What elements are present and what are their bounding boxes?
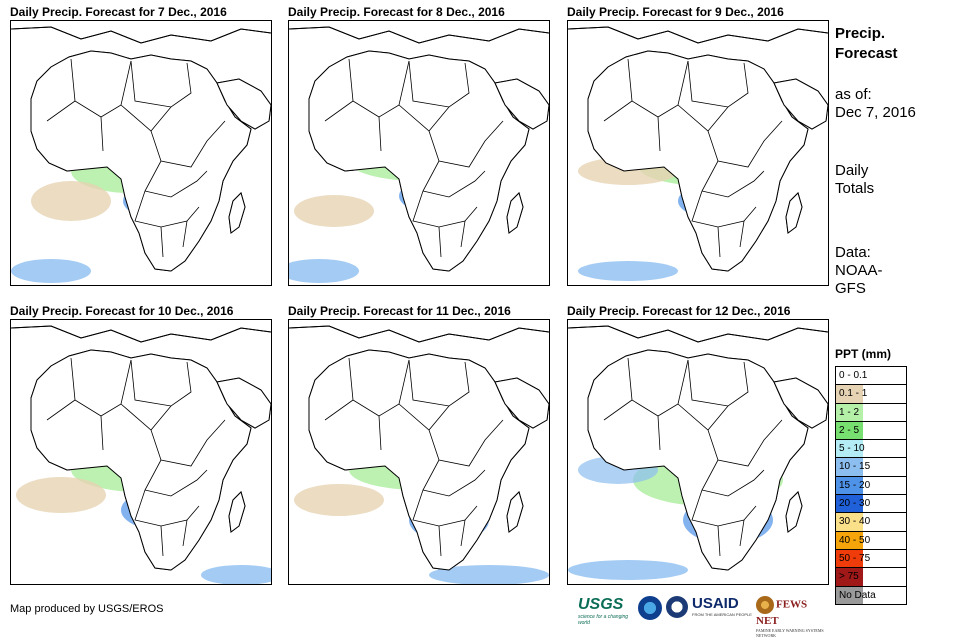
legend-swatch — [836, 586, 863, 604]
legend-label: 0 - 0.1 — [839, 370, 868, 381]
africa-map-image — [289, 21, 549, 283]
legend-row: > 75 — [835, 567, 907, 586]
legend-row: 1 - 2 — [835, 402, 907, 421]
legend-label: 30 - 40 — [839, 516, 871, 528]
legend-swatch — [836, 385, 863, 403]
forecast-panel-dec-10: Daily Precip. Forecast for 10 Dec., 2016 — [10, 303, 272, 586]
africa-map-image — [11, 320, 271, 584]
usgs-logo: USGS science for a changing world — [578, 596, 629, 626]
forecast-panel-dec-9: Daily Precip. Forecast for 9 Dec., 2016 — [567, 4, 829, 287]
legend-label: 5 - 10 — [839, 443, 865, 455]
legend-row: 0.1 - 1 — [835, 384, 907, 403]
panel-title: Daily Precip. Forecast for 10 Dec., 2016 — [10, 304, 234, 318]
panel-title: Daily Precip. Forecast for 12 Dec., 2016 — [567, 304, 791, 318]
legend-swatch — [836, 367, 863, 385]
precip-map — [10, 319, 272, 585]
precip-map — [10, 20, 272, 286]
legend-row: No Data — [835, 585, 907, 605]
precip-map — [567, 20, 829, 286]
legend-label: 0.1 - 1 — [839, 388, 868, 400]
legend-row: 15 - 20 — [835, 475, 907, 495]
daily-totals-label: Daily Totals — [835, 162, 875, 197]
legend-swatch — [836, 421, 863, 440]
legend-label: No Data — [839, 589, 876, 601]
globe-icon — [756, 596, 774, 614]
panel-title: Daily Precip. Forecast for 11 Dec., 2016 — [288, 304, 511, 318]
forecast-panel-dec-11: Daily Precip. Forecast for 11 Dec., 2016 — [288, 303, 550, 586]
africa-map-image — [568, 320, 828, 580]
africa-map-image — [11, 21, 271, 283]
legend-row: 10 - 15 — [835, 457, 907, 476]
legend-label: 10 - 15 — [839, 461, 871, 473]
legend-swatch — [836, 403, 863, 421]
legend-title: PPT (mm) — [835, 347, 892, 361]
panel-title: Daily Precip. Forecast for 9 Dec., 2016 — [567, 5, 784, 19]
data-source-block: Data: NOAA- GFS — [835, 244, 883, 297]
precip-map — [288, 319, 550, 585]
legend-swatch — [836, 513, 863, 531]
legend-swatch — [836, 531, 863, 549]
legend-row: 2 - 5 — [835, 420, 907, 440]
legend-label: 2 - 5 — [839, 424, 860, 436]
precip-map — [567, 319, 829, 585]
legend-row: 50 - 75 — [835, 548, 907, 568]
as-of-block: as of: Dec 7, 2016 — [835, 86, 916, 121]
legend-label: 20 - 30 — [839, 498, 871, 510]
africa-map-image — [289, 320, 549, 584]
precip-map — [288, 20, 550, 286]
africa-map-image — [568, 21, 828, 281]
legend-swatch — [836, 549, 863, 568]
legend-label: 15 - 20 — [839, 479, 871, 491]
legend-row: 20 - 30 — [835, 494, 907, 513]
panel-title: Daily Precip. Forecast for 7 Dec., 2016 — [10, 5, 227, 19]
legend-swatch — [836, 476, 863, 495]
legend-label: > 75 — [839, 571, 859, 583]
legend-swatch — [836, 458, 863, 476]
legend: 0 - 0.1 0.1 - 1 1 - 2 2 - 5 5 - 10 10 - 15 15 … — [835, 366, 907, 605]
legend-row: 5 - 10 — [835, 439, 907, 458]
legend-row: 40 - 50 — [835, 530, 907, 549]
forecast-panel-dec-8: Daily Precip. Forecast for 8 Dec., 2016 — [288, 4, 550, 287]
legend-label: 50 - 75 — [839, 552, 871, 564]
legend-swatch — [836, 495, 863, 513]
legend-row: 0 - 0.1 — [835, 366, 907, 385]
forecast-panel-dec-7: Daily Precip. Forecast for 7 Dec., 2016 — [10, 4, 272, 287]
map-credit: Map produced by USGS/EROS — [10, 603, 164, 615]
agency-logos: USGS science for a changing world USAID … — [578, 595, 828, 638]
legend-swatch — [836, 568, 863, 586]
legend-label: 40 - 50 — [839, 534, 871, 546]
noaa-logo-icon — [638, 596, 662, 620]
fews-net-logo: FEWS NET FAMINE EARLY WARNING SYSTEMS NE… — [756, 596, 828, 638]
usaid-logo: USAID FROM THE AMERICAN PEOPLE — [692, 595, 752, 618]
legend-swatch — [836, 440, 863, 458]
state-dept-seal-icon — [666, 596, 688, 618]
forecast-panel-dec-12: Daily Precip. Forecast for 12 Dec., 2016 — [567, 303, 829, 586]
panel-title: Daily Precip. Forecast for 8 Dec., 2016 — [288, 5, 505, 19]
legend-label: 1 - 2 — [839, 406, 860, 418]
forecast-heading: Precip. Forecast — [835, 25, 898, 62]
legend-row: 30 - 40 — [835, 512, 907, 531]
